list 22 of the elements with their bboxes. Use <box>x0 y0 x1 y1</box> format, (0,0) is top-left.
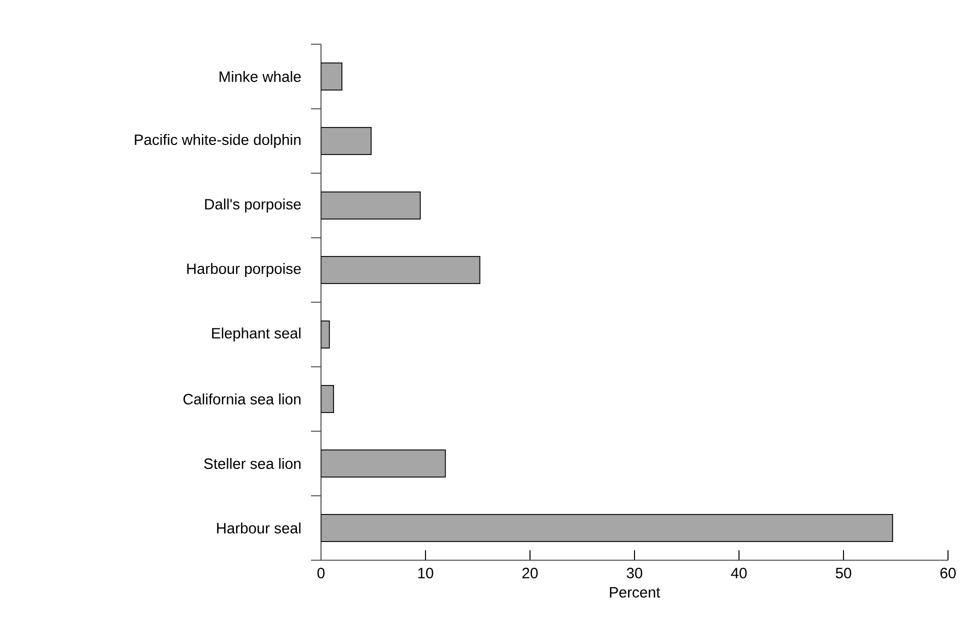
y-tick-label: Harbour porpoise <box>187 263 301 277</box>
bar <box>321 449 446 478</box>
x-tick-label: 50 <box>836 568 852 578</box>
y-tick-label: Harbour seal <box>217 522 300 534</box>
x-tick-label: 20 <box>522 568 538 578</box>
x-tick-label: 10 <box>418 568 434 578</box>
bar <box>321 126 372 155</box>
x-axis-title: Percent <box>610 587 660 598</box>
x-tick-label: 0 <box>317 568 325 578</box>
x-tick-label: 60 <box>940 568 956 578</box>
x-tick-label: 40 <box>731 568 747 578</box>
y-tick-label: Steller sea lion <box>204 458 300 469</box>
bar <box>321 62 342 90</box>
y-tick-label: Elephant seal <box>212 328 300 342</box>
x-tick-label: 30 <box>626 568 642 578</box>
bar <box>321 191 421 220</box>
bar <box>321 514 894 542</box>
y-tick-label: Minke whale <box>220 71 301 82</box>
y-tick-label: Dall's porpoise <box>205 198 301 212</box>
y-tick-label: California sea lion <box>183 394 300 404</box>
y-tick-label: Pacific white-side dolphin <box>134 134 300 148</box>
bar <box>321 256 480 284</box>
